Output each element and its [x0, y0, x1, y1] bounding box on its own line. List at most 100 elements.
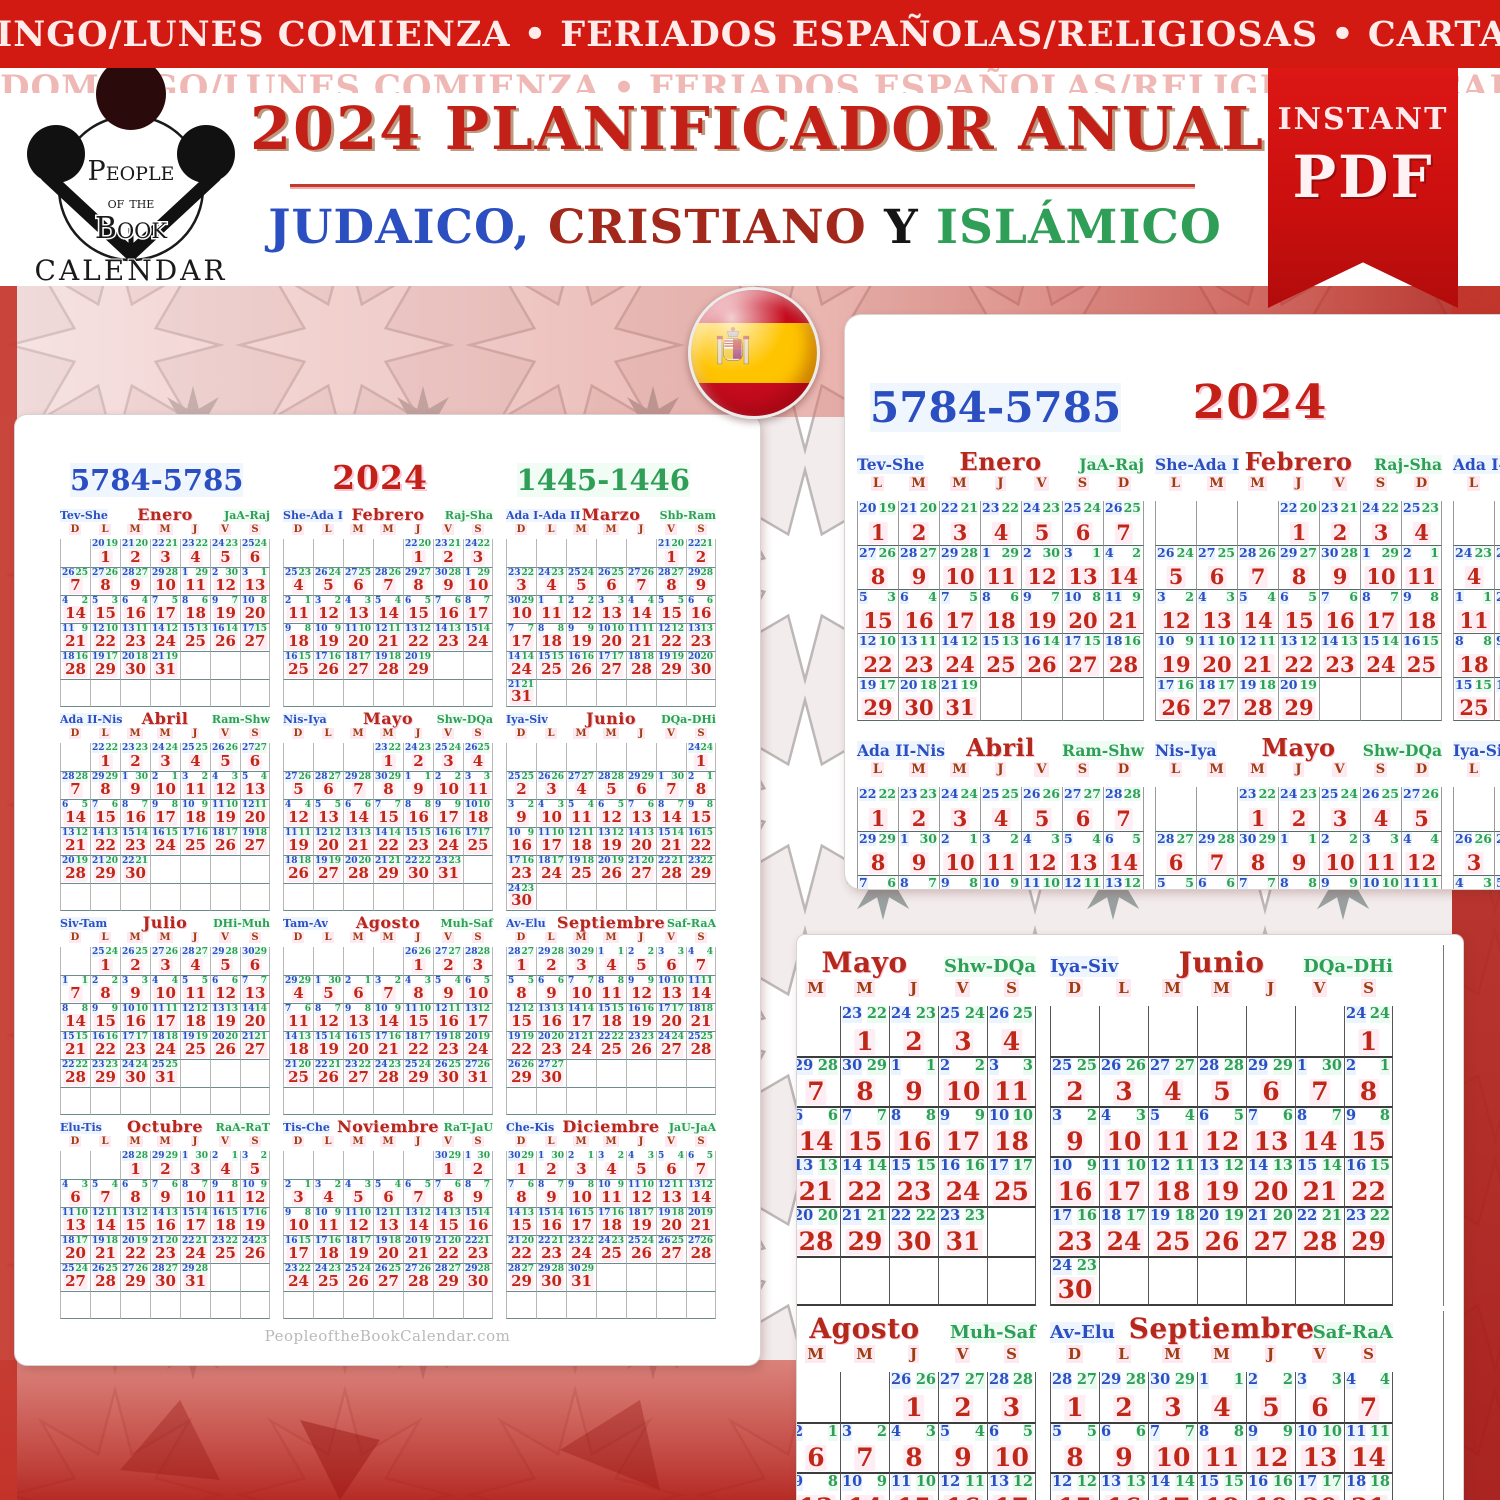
islamic-day-number: 15: [915, 1157, 936, 1175]
day-cell: [1360, 677, 1401, 721]
day-cell: 16 15 17: [283, 1235, 313, 1263]
month-mayo: Nis-IyaMayoShw-DQaDLMMJVS232212423225243…: [797, 945, 1036, 1306]
weekday-letter: L: [870, 476, 885, 491]
day-cell: 24 22 3: [463, 539, 493, 567]
hebrew-day-number: 14: [508, 1208, 521, 1219]
day-cell: 12 11 13: [656, 1179, 686, 1207]
day-cell: 29 27 8: [403, 567, 433, 595]
day-cell: [536, 1291, 566, 1319]
day-cell: [210, 651, 240, 679]
day-cell: [90, 1087, 120, 1115]
month-name: Junio: [585, 709, 637, 728]
day-cell: 27 26 29: [120, 1263, 150, 1291]
day-cell: [596, 883, 626, 911]
islamic-day-number: 1: [171, 772, 178, 783]
islamic-day-number: 22: [915, 1207, 936, 1225]
hebrew-day-number: 17: [598, 1208, 611, 1219]
hebrew-day-number: 15: [891, 1157, 912, 1175]
islamic-day-number: 3: [887, 589, 896, 605]
subtitle-part: CRISTIANO: [530, 200, 867, 255]
islamic-day-number: 14: [477, 1208, 490, 1219]
gregorian-year: 2024: [332, 458, 428, 497]
gregorian-day-number: 8: [128, 1188, 143, 1207]
gregorian-day-number: 3: [441, 752, 456, 771]
islamic-day-number: 16: [448, 828, 461, 839]
month-name: Julio: [142, 913, 188, 932]
hebrew-day-number: 27: [465, 1060, 478, 1071]
gregorian-day-number: 4: [574, 780, 589, 799]
hebrew-day-number: 5: [1157, 875, 1166, 889]
day-cell: [373, 883, 403, 911]
day-cell: [463, 1291, 493, 1319]
hebrew-day-number: 26: [315, 568, 328, 579]
hebrew-day-number: 9: [941, 875, 950, 889]
islamic-day-number: 2: [876, 1423, 887, 1441]
day-cell: [1453, 787, 1494, 831]
hebrew-day-number: 19: [242, 828, 255, 839]
hebrew-day-number: 26: [538, 772, 551, 783]
day-cell: [313, 883, 343, 911]
day-cell: [463, 651, 493, 679]
hebrew-day-number: 25: [1496, 545, 1500, 561]
month-marzo: Ada I-Ada II Marzo Shb-Ram D L M M J V S 21 20 1 22 21…: [506, 503, 716, 707]
day-cell: 19 18 25: [566, 855, 596, 883]
islamic-day-number: 11: [671, 1180, 684, 1191]
islamic-day-number: 21: [254, 1032, 267, 1043]
islamic-day-number: 14: [1174, 1473, 1195, 1491]
gregorian-day-number: 15: [894, 1494, 934, 1500]
hebrew-day-number: 12: [1150, 1157, 1171, 1175]
islamic-day-number: 22: [700, 856, 713, 867]
gregorian-day-number: 17: [1364, 607, 1398, 633]
day-cell: 24 24 1: [1344, 1005, 1393, 1056]
badge-instant-label: INSTANT: [1277, 102, 1449, 137]
gregorian-day-number: 3: [470, 956, 486, 975]
hebrew-day-number: 24: [941, 786, 959, 802]
hebrew-day-number: 5: [375, 596, 382, 607]
islamic-day-number: 9: [394, 1004, 401, 1015]
weekday-letter: M: [380, 728, 396, 739]
gregorian-day-number: 10: [153, 576, 178, 595]
hebrew-day-number: 8: [1297, 1107, 1308, 1125]
hebrew-day-number: 11: [1105, 589, 1123, 605]
islamic-day-number: 8: [304, 624, 311, 635]
islamic-day-number: 28: [1217, 831, 1235, 847]
weekday-letter: J: [413, 524, 423, 535]
day-cell: [283, 947, 313, 975]
hebrew-day-number: 27: [1403, 786, 1421, 802]
gregorian-day-number: 24: [943, 1176, 983, 1206]
hebrew-day-number: 9: [212, 596, 219, 607]
gregorian-day-number: 18: [286, 1040, 311, 1059]
hebrew-day-number: 1: [538, 1151, 545, 1162]
islamic-day-number: 9: [527, 828, 534, 839]
hebrew-day-number: 16: [285, 1236, 298, 1247]
islamic-day-number: 14: [1381, 633, 1399, 649]
islamic-day-number: 3: [1331, 1371, 1342, 1389]
hebrew-day-number: 5: [1064, 831, 1073, 847]
gregorian-day-number: 27: [242, 1040, 268, 1059]
weekday-letter: M: [573, 1136, 589, 1147]
gregorian-day-number: 26: [599, 864, 624, 883]
hebrew-day-number: 8: [1455, 633, 1464, 649]
hebrew-day-number: 30: [435, 1151, 448, 1162]
hebrew-day-number: 15: [182, 1208, 195, 1219]
hebrew-day-number: 29: [1248, 1057, 1269, 1075]
islamic-day-number: 14: [866, 1157, 887, 1175]
day-cell: 14 13 20: [1246, 1156, 1295, 1206]
day-cell: 26 24 5: [1155, 545, 1196, 589]
gregorian-day-number: 6: [351, 576, 366, 595]
gregorian-day-number: 12: [213, 984, 238, 1003]
islamic-day-number: 25: [135, 947, 148, 958]
islamic-day-number: 24: [358, 1264, 371, 1275]
